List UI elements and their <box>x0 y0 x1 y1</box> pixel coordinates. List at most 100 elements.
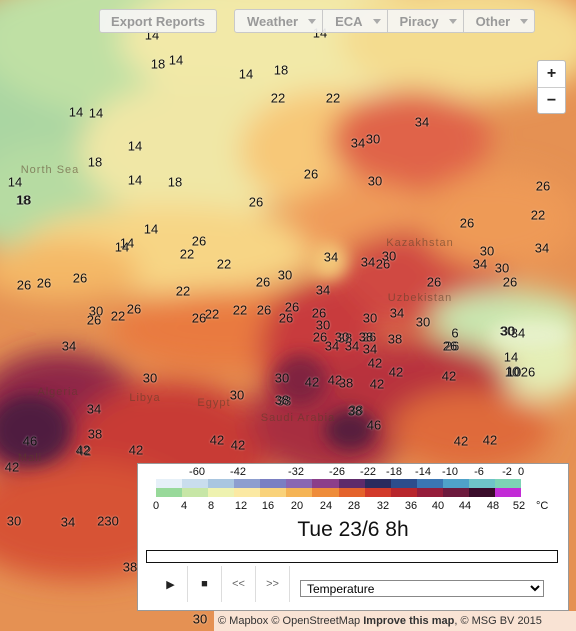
temperature-label: 34 <box>86 401 102 417</box>
zoom-out-button[interactable]: − <box>546 92 557 109</box>
timeline-slider[interactable] <box>146 550 558 563</box>
stop-icon: ■ <box>201 578 208 590</box>
positive-tick-label: 24 <box>319 500 333 512</box>
next-button[interactable]: >> <box>256 566 290 602</box>
temperature-label: 30 <box>315 317 331 333</box>
positive-tick-label: 16 <box>261 500 275 512</box>
temperature-label: 14 <box>119 235 135 251</box>
negative-color-swatch <box>208 479 235 488</box>
negative-tick-label: -2 <box>502 466 512 478</box>
temperature-label: 30 <box>500 323 516 339</box>
temperature-label: 42 <box>230 437 246 453</box>
temperature-label: 34 <box>510 325 526 341</box>
temperature-label: 18 <box>15 192 31 208</box>
temperature-label: 38 <box>87 426 103 442</box>
temperature-label: 30 <box>274 370 290 386</box>
temperature-label: 34 <box>315 282 331 298</box>
temperature-label: 26 <box>248 194 264 210</box>
temperature-label: 42 <box>209 432 225 448</box>
positive-color-swatch <box>390 488 417 497</box>
temperature-label: 34 <box>344 338 360 354</box>
temperature-label: 30 <box>479 243 495 259</box>
negative-color-swatch <box>156 479 183 488</box>
temperature-label: 14 <box>7 174 23 190</box>
temperature-label: 22 <box>530 207 546 223</box>
region-label-uzbekistan: Uzbekistan <box>387 292 453 304</box>
temperature-label: 30 <box>334 329 350 345</box>
temperature-label: 26 <box>442 338 458 354</box>
rewind-icon: << <box>232 578 245 590</box>
menu-eca[interactable]: ECA <box>323 10 388 32</box>
negative-color-swatch <box>260 479 287 488</box>
positive-color-swatch <box>338 488 365 497</box>
menu-weather-label: Weather <box>247 13 299 29</box>
positive-tick-label: 8 <box>207 500 215 512</box>
negative-color-swatch <box>416 479 443 488</box>
temperature-label: 22 <box>216 256 232 272</box>
temperature-label: 30 <box>88 303 104 319</box>
play-button[interactable]: ▶ <box>154 566 188 602</box>
temperature-label: 26 <box>278 310 294 326</box>
temperature-label: 26 <box>535 178 551 194</box>
menu-piracy[interactable]: Piracy <box>388 10 464 32</box>
temperature-label: 10 <box>505 363 521 379</box>
stop-button[interactable]: ■ <box>188 566 222 602</box>
region-label-north-sea: North Sea <box>20 164 80 176</box>
temperature-label: 18 <box>87 154 103 170</box>
export-reports-button[interactable]: Export Reports <box>99 9 217 33</box>
zoom-in-button[interactable]: + <box>538 61 565 88</box>
negative-color-swatch <box>495 479 522 488</box>
previous-button[interactable]: << <box>222 566 256 602</box>
msg-copyright: , © MSG BV 2015 <box>454 615 542 627</box>
layer-select[interactable]: Temperature <box>300 580 544 597</box>
temperature-label: 38 <box>276 393 292 409</box>
negative-scale-ticks: -60 -42 -32 -26 -22 -18 -14 -10 -6 -2 0 <box>138 466 568 480</box>
temperature-label: 42 <box>441 368 457 384</box>
menu-weather[interactable]: Weather <box>235 10 324 32</box>
negative-color-swatch <box>468 479 496 488</box>
negative-tick-label: -60 <box>189 466 205 478</box>
negative-tick-label: -18 <box>386 466 402 478</box>
improve-map-link[interactable]: Improve this map <box>363 615 455 627</box>
temperature-label: 38 <box>338 375 354 391</box>
positive-color-swatch <box>364 488 391 497</box>
temperature-label: 10 <box>504 364 520 380</box>
legend-panel: -60 -42 -32 -26 -22 -18 -14 -10 -6 -2 0 0 4 8 12 16 20 2… <box>137 463 569 611</box>
negative-tick-label: -14 <box>415 466 431 478</box>
temperature-label: 26 <box>459 215 475 231</box>
temperature-label: 38 <box>347 403 363 419</box>
menu-other[interactable]: Other <box>464 10 535 32</box>
temperature-label: 42 <box>482 432 498 448</box>
temperature-label: 18 <box>16 192 32 208</box>
temperature-label: 22 <box>110 308 126 324</box>
osm-link[interactable]: © OpenStreetMap <box>271 615 361 627</box>
temperature-label: 6 <box>451 325 459 341</box>
temperature-label: 30 <box>381 248 397 264</box>
negative-color-swatch <box>286 479 313 488</box>
temperature-label: 46 <box>22 433 38 449</box>
temperature-label: 26 <box>16 277 32 293</box>
temperature-label: 42 <box>453 433 469 449</box>
temperature-label: 34 <box>360 254 376 270</box>
temperature-label: 26 <box>255 274 271 290</box>
unit-label: °C <box>536 500 549 512</box>
temperature-label: 14 <box>68 104 84 120</box>
positive-tick-label: 20 <box>290 500 304 512</box>
region-label-saudi-arabia: Saudi Arabia <box>260 412 336 424</box>
negative-color-swatch <box>234 479 261 488</box>
positive-tick-label: 40 <box>431 500 445 512</box>
temperature-label: 34 <box>414 114 430 130</box>
negative-color-swatch <box>442 479 469 488</box>
temperature-label: 34 <box>61 338 77 354</box>
negative-tick-label: -10 <box>442 466 458 478</box>
temperature-label: 14 <box>88 105 104 121</box>
temperature-label: 26 <box>191 233 207 249</box>
temperature-label: 30 <box>499 323 515 339</box>
temperature-label: 22 <box>179 246 195 262</box>
temperature-label: 18 <box>167 174 183 190</box>
temperature-label: 30 <box>367 173 383 189</box>
temperature-label: 30 <box>365 131 381 147</box>
positive-color-swatch <box>260 488 287 497</box>
temperature-label: 42 <box>75 442 91 458</box>
mapbox-link[interactable]: © Mapbox <box>218 615 269 627</box>
